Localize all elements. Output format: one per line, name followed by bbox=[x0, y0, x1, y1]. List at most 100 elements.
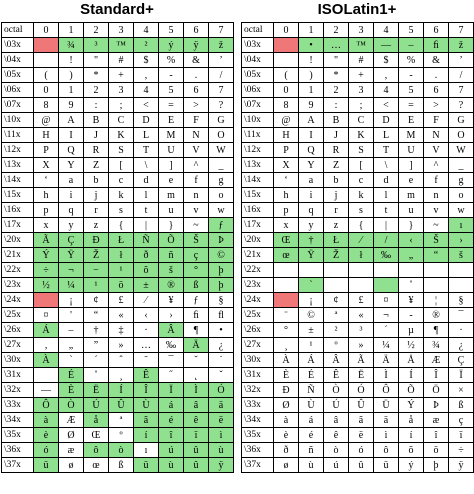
glyph-cell: : bbox=[323, 97, 349, 113]
octal-row-label: \23x bbox=[1, 277, 34, 293]
octal-row-label: \22x bbox=[1, 262, 34, 278]
table-row: \27x ¸ ¹ º» ¼ ½ ¾ ¿ bbox=[241, 337, 474, 353]
table-row: \14x ‘a b c d e f g bbox=[1, 172, 234, 188]
glyph-cell: # bbox=[108, 52, 134, 68]
glyph-cell: ` bbox=[58, 352, 84, 368]
glyph-cell: { bbox=[108, 217, 134, 233]
glyph-cell: ⁄ bbox=[133, 292, 159, 308]
glyph-cell: ´ bbox=[373, 322, 399, 338]
glyph-cell: Â bbox=[323, 352, 349, 368]
glyph-cell: D bbox=[373, 112, 399, 128]
octal-row-label: \04x bbox=[1, 52, 34, 68]
glyph-cell: ³ bbox=[348, 322, 374, 338]
glyph-cell: - bbox=[158, 67, 184, 83]
glyph-cell: ² bbox=[133, 37, 159, 53]
glyph-cell: Y bbox=[298, 157, 324, 173]
table-row: \36x ó æ ô ò ı ú û ù bbox=[1, 442, 234, 458]
glyph-cell: ı bbox=[133, 442, 159, 458]
glyph-cell: ‘ bbox=[273, 172, 299, 188]
glyph-cell: − bbox=[83, 262, 109, 278]
table-row: \37x ø ù ú û ü ý þ ÿ bbox=[241, 457, 474, 473]
glyph-cell: ] bbox=[398, 157, 424, 173]
glyph-cell: ª bbox=[323, 307, 349, 323]
glyph-cell: Ú bbox=[323, 397, 349, 413]
glyph-cell: G bbox=[208, 112, 234, 128]
glyph-cell: : bbox=[83, 97, 109, 113]
glyph-cell: í bbox=[133, 427, 159, 443]
glyph-cell: Y bbox=[58, 157, 84, 173]
glyph-cell: À bbox=[273, 352, 299, 368]
glyph-cell: b bbox=[83, 172, 109, 188]
glyph-cell: g bbox=[448, 172, 474, 188]
glyph-cell: 8 bbox=[273, 97, 299, 113]
table-row: \23x ` ˚ bbox=[241, 277, 474, 293]
glyph-cell: 8 bbox=[33, 97, 59, 113]
glyph-cell: … bbox=[133, 337, 159, 353]
glyph-table: octal 0 1 2 3 4 5 6 7 \03x ¾ ³ ™ ² ý ÿ ž \04x! " #… bbox=[1, 22, 234, 473]
glyph-cell: Ł bbox=[323, 232, 349, 248]
glyph-cell: ł bbox=[108, 247, 134, 263]
glyph-cell: ç bbox=[448, 412, 474, 428]
table-row: \37x ü ø œ ß ü ù û ÿ bbox=[1, 457, 234, 473]
glyph-cell: V bbox=[183, 142, 209, 158]
glyph-cell: & bbox=[183, 52, 209, 68]
glyph-cell: ‹ bbox=[398, 232, 424, 248]
octal-row-label: \17x bbox=[241, 217, 274, 233]
glyph-cell: ~ bbox=[423, 217, 449, 233]
glyph-cell: Û bbox=[348, 397, 374, 413]
column-header: 2 bbox=[83, 22, 109, 38]
glyph-cell bbox=[423, 262, 449, 278]
glyph-cell: ¾ bbox=[58, 37, 84, 53]
glyph-cell: ö bbox=[423, 442, 449, 458]
glyph-cell: E bbox=[158, 112, 184, 128]
glyph-cell: = bbox=[158, 97, 184, 113]
glyph-cell: * bbox=[83, 67, 109, 83]
glyph-cell: Þ bbox=[423, 397, 449, 413]
glyph-cell: ? bbox=[208, 97, 234, 113]
glyph-cell: e bbox=[398, 172, 424, 188]
glyph-cell: … bbox=[323, 37, 349, 53]
glyph-cell: d bbox=[373, 172, 399, 188]
table-row: \05x() * +, -. / bbox=[1, 67, 234, 83]
table-row: \06x 0 1 2 3 4 5 6 7 bbox=[1, 82, 234, 98]
glyph-cell: j bbox=[83, 187, 109, 203]
glyph-cell: Õ bbox=[398, 382, 424, 398]
glyph-cell: { bbox=[348, 217, 374, 233]
glyph-cell: ÿ bbox=[448, 457, 474, 473]
glyph-cell: º bbox=[108, 427, 134, 443]
glyph-cell: ƒ bbox=[183, 292, 209, 308]
glyph-cell: I bbox=[298, 127, 324, 143]
octal-row-label: \32x bbox=[1, 382, 34, 398]
glyph-cell: § bbox=[208, 292, 234, 308]
table-row: \11x H I J K L M N O bbox=[1, 127, 234, 143]
glyph-cell: Ÿ bbox=[58, 247, 84, 263]
glyph-cell: ˘ bbox=[183, 352, 209, 368]
glyph-cell bbox=[373, 262, 399, 278]
glyph-cell: / bbox=[208, 67, 234, 83]
glyph-cell: 3 bbox=[108, 82, 134, 98]
glyph-cell: } bbox=[398, 217, 424, 233]
glyph-cell: ¹ bbox=[108, 262, 134, 278]
glyph-cell: ù bbox=[298, 457, 324, 473]
octal-row-label: \24x bbox=[1, 292, 34, 308]
glyph-cell: ° bbox=[273, 322, 299, 338]
glyph-cell: ﬂ bbox=[208, 307, 234, 323]
glyph-cell: ‡ bbox=[108, 322, 134, 338]
glyph-cell: » bbox=[108, 337, 134, 353]
octal-row-label: \05x bbox=[241, 67, 274, 83]
glyph-cell: @ bbox=[33, 112, 59, 128]
glyph-cell: 1 bbox=[58, 82, 84, 98]
glyph-cell: n bbox=[423, 187, 449, 203]
column-header: 5 bbox=[158, 22, 184, 38]
glyph-cell: ‚ bbox=[33, 337, 59, 353]
glyph-cell bbox=[33, 367, 59, 383]
glyph-cell: ÿ bbox=[183, 37, 209, 53]
glyph-cell: ¨ bbox=[273, 307, 299, 323]
column-header: 1 bbox=[298, 22, 324, 38]
glyph-cell: ˚ bbox=[83, 367, 109, 383]
octal-row-label: \36x bbox=[1, 442, 34, 458]
glyph-cell bbox=[348, 277, 374, 293]
glyph-cell: à bbox=[33, 412, 59, 428]
glyph-cell: a bbox=[298, 172, 324, 188]
glyph-cell: î bbox=[423, 427, 449, 443]
